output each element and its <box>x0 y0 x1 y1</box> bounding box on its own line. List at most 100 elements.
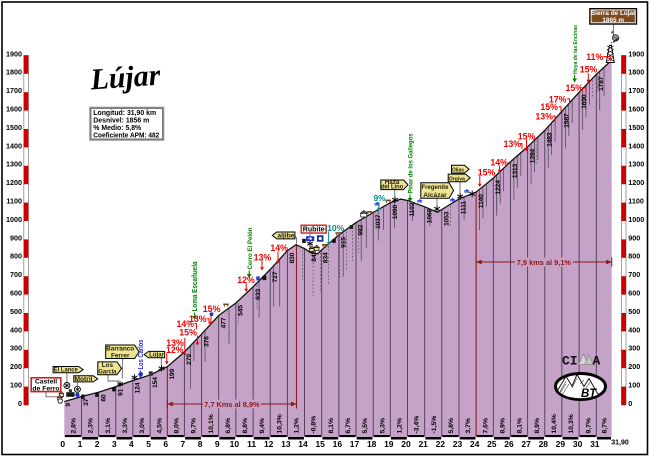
svg-text:7: 7 <box>181 439 186 449</box>
svg-text:Rubite: Rubite <box>303 226 325 233</box>
svg-text:21: 21 <box>418 439 428 449</box>
svg-text:1000: 1000 <box>6 215 22 224</box>
svg-text:1787: 1787 <box>598 76 605 91</box>
svg-text:1224: 1224 <box>495 180 502 195</box>
svg-text:17%: 17% <box>549 94 567 104</box>
svg-text:19: 19 <box>384 439 394 449</box>
svg-text:1500: 1500 <box>628 123 644 132</box>
svg-text:1900: 1900 <box>628 49 644 58</box>
svg-text:7,6%: 7,6% <box>482 418 489 434</box>
svg-text:633: 633 <box>255 289 262 300</box>
svg-text:Fregenite: Fregenite <box>422 184 449 191</box>
svg-text:1140: 1140 <box>478 194 485 208</box>
svg-text:400: 400 <box>10 325 22 334</box>
svg-text:Sierra de Lújar: Sierra de Lújar <box>591 10 636 17</box>
svg-text:12%: 12% <box>166 345 184 355</box>
svg-text:Hoya de las Encinas: Hoya de las Encinas <box>573 25 579 74</box>
svg-text:1700: 1700 <box>6 86 22 95</box>
svg-text:1483: 1483 <box>547 132 554 147</box>
svg-text:1900: 1900 <box>6 49 22 58</box>
svg-text:1800: 1800 <box>628 68 644 77</box>
svg-text:10,1%: 10,1% <box>208 414 215 433</box>
svg-text:3,3%: 3,3% <box>122 418 129 434</box>
svg-text:800: 800 <box>628 252 640 261</box>
svg-text:14%: 14% <box>270 243 288 253</box>
svg-text:% Medio: 5,8%: % Medio: 5,8% <box>93 125 141 132</box>
svg-text:García: García <box>98 369 116 376</box>
svg-text:2: 2 <box>95 439 100 449</box>
svg-text:1,2%: 1,2% <box>397 418 404 434</box>
svg-text:1100: 1100 <box>628 197 644 206</box>
svg-text:Motril: Motril <box>75 376 93 383</box>
svg-text:Lújar: Lújar <box>88 59 161 97</box>
svg-text:1053: 1053 <box>444 211 451 226</box>
svg-text:10,3%: 10,3% <box>276 414 283 433</box>
svg-text:982: 982 <box>358 224 365 235</box>
svg-text:Ferrer: Ferrer <box>111 352 130 359</box>
svg-text:14%: 14% <box>490 158 508 168</box>
svg-text:1600: 1600 <box>6 105 22 114</box>
svg-text:200: 200 <box>628 362 640 371</box>
svg-text:9,7%: 9,7% <box>585 418 592 434</box>
svg-text:15%: 15% <box>565 83 583 93</box>
svg-text:Orgiva: Orgiva <box>449 176 466 182</box>
svg-text:8,7%: 8,7% <box>602 418 609 434</box>
svg-text:15%: 15% <box>540 102 558 112</box>
svg-text:6,7%: 6,7% <box>345 418 352 434</box>
svg-text:1090: 1090 <box>392 204 399 219</box>
svg-text:915: 915 <box>341 237 348 248</box>
svg-text:1394: 1394 <box>529 149 536 164</box>
svg-text:700: 700 <box>628 270 640 279</box>
svg-text:727: 727 <box>272 271 279 282</box>
svg-text:31,90: 31,90 <box>611 440 629 447</box>
svg-text:Loma Escañuela: Loma Escañuela <box>192 261 199 311</box>
svg-text:aljibe: aljibe <box>277 233 295 240</box>
svg-text:1690: 1690 <box>581 94 588 109</box>
svg-text:7,7 Kms al 8,9%: 7,7 Kms al 8,9% <box>204 400 260 409</box>
svg-text:6,8%: 6,8% <box>225 418 232 434</box>
svg-text:Los: Los <box>102 362 114 369</box>
svg-text:13%: 13% <box>166 338 184 348</box>
svg-text:600: 600 <box>10 289 22 298</box>
svg-text:14: 14 <box>298 439 308 449</box>
svg-text:100: 100 <box>628 381 640 390</box>
svg-text:12: 12 <box>264 439 274 449</box>
svg-text:Lújar: Lújar <box>149 352 165 359</box>
svg-text:5,5%: 5,5% <box>362 418 369 434</box>
svg-text:199: 199 <box>169 368 176 379</box>
svg-text:20: 20 <box>401 439 411 449</box>
svg-text:830: 830 <box>289 252 296 263</box>
svg-text:5,8%: 5,8% <box>448 418 455 434</box>
svg-text:1: 1 <box>78 439 83 449</box>
svg-text:9,7%: 9,7% <box>191 418 198 434</box>
svg-text:Coeficiente APM: 482: Coeficiente APM: 482 <box>93 132 159 139</box>
svg-text:9: 9 <box>65 403 72 407</box>
svg-text:8,1%: 8,1% <box>328 418 335 434</box>
svg-text:de Ferro: de Ferro <box>32 385 59 392</box>
svg-text:1700: 1700 <box>628 86 644 95</box>
svg-text:0: 0 <box>18 399 22 408</box>
svg-text:6: 6 <box>163 439 168 449</box>
svg-text:1300: 1300 <box>6 160 22 169</box>
svg-text:Desnivel: 1856 m: Desnivel: 1856 m <box>93 118 149 125</box>
svg-text:El Lance: El Lance <box>54 367 79 374</box>
svg-text:545: 545 <box>238 305 245 316</box>
svg-text:10,4%: 10,4% <box>551 414 558 433</box>
svg-text:7,9 kms al 9,1%: 7,9 kms al 9,1% <box>517 258 572 267</box>
svg-text:60: 60 <box>100 394 107 402</box>
svg-text:14%: 14% <box>176 319 194 329</box>
svg-text:1800: 1800 <box>6 68 22 77</box>
svg-text:1865 m: 1865 m <box>602 17 624 24</box>
svg-text:1000: 1000 <box>628 215 644 224</box>
svg-text:8,0%: 8,0% <box>173 418 180 434</box>
svg-text:Castell: Castell <box>35 379 57 386</box>
svg-text:1500: 1500 <box>6 123 22 132</box>
svg-text:2,3%: 2,3% <box>88 418 95 434</box>
svg-text:477: 477 <box>220 317 227 328</box>
svg-text:24: 24 <box>470 439 480 449</box>
svg-text:13%: 13% <box>535 111 553 121</box>
svg-text:3,1%: 3,1% <box>105 418 112 434</box>
svg-text:1200: 1200 <box>628 178 644 187</box>
svg-text:900: 900 <box>628 233 640 242</box>
svg-text:3,7%: 3,7% <box>465 418 472 434</box>
